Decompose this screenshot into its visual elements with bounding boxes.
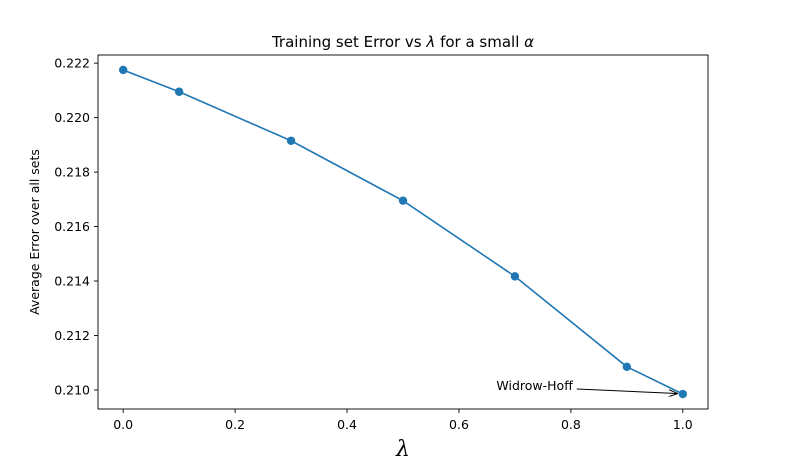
data-point bbox=[398, 196, 408, 205]
x-tick-label: 0.4 bbox=[337, 417, 357, 432]
y-tick-label: 0.212 bbox=[54, 328, 90, 343]
annotation-label: Widrow-Hoff bbox=[496, 378, 573, 393]
data-point bbox=[118, 65, 128, 75]
x-tick-label: 0.6 bbox=[449, 417, 469, 432]
plot-frame bbox=[97, 54, 709, 410]
x-tick-label: 0.8 bbox=[561, 417, 581, 432]
data-point bbox=[174, 87, 184, 96]
x-axis-label: λ bbox=[395, 437, 410, 459]
series-markers bbox=[118, 65, 688, 399]
chart-title: Training set Error vs λ for a small α bbox=[271, 33, 534, 51]
y-tick-label: 0.214 bbox=[54, 274, 90, 289]
y-tick-label: 0.210 bbox=[54, 382, 90, 397]
data-point bbox=[678, 389, 688, 399]
y-tick-label: 0.222 bbox=[54, 56, 90, 71]
data-point bbox=[622, 362, 632, 371]
x-axis: 0.0 0.2 0.4 0.6 0.8 1.0 bbox=[113, 409, 693, 432]
y-tick-label: 0.220 bbox=[54, 110, 90, 125]
y-axis: 0.210 0.212 0.214 0.216 0.218 0.220 0.222 bbox=[54, 56, 98, 397]
y-tick-label: 0.216 bbox=[54, 219, 90, 234]
annotations: Widrow-Hoff bbox=[496, 378, 676, 394]
plot-area bbox=[98, 55, 708, 409]
x-tick-label: 1.0 bbox=[673, 417, 693, 432]
y-tick-label: 0.218 bbox=[54, 165, 90, 180]
y-axis-label: Average Error over all sets bbox=[27, 149, 42, 315]
annotation-arrow bbox=[576, 388, 677, 394]
x-tick-label: 0.0 bbox=[113, 417, 133, 432]
data-point bbox=[510, 272, 520, 281]
x-tick-label: 0.2 bbox=[225, 417, 245, 432]
data-point bbox=[286, 136, 296, 145]
